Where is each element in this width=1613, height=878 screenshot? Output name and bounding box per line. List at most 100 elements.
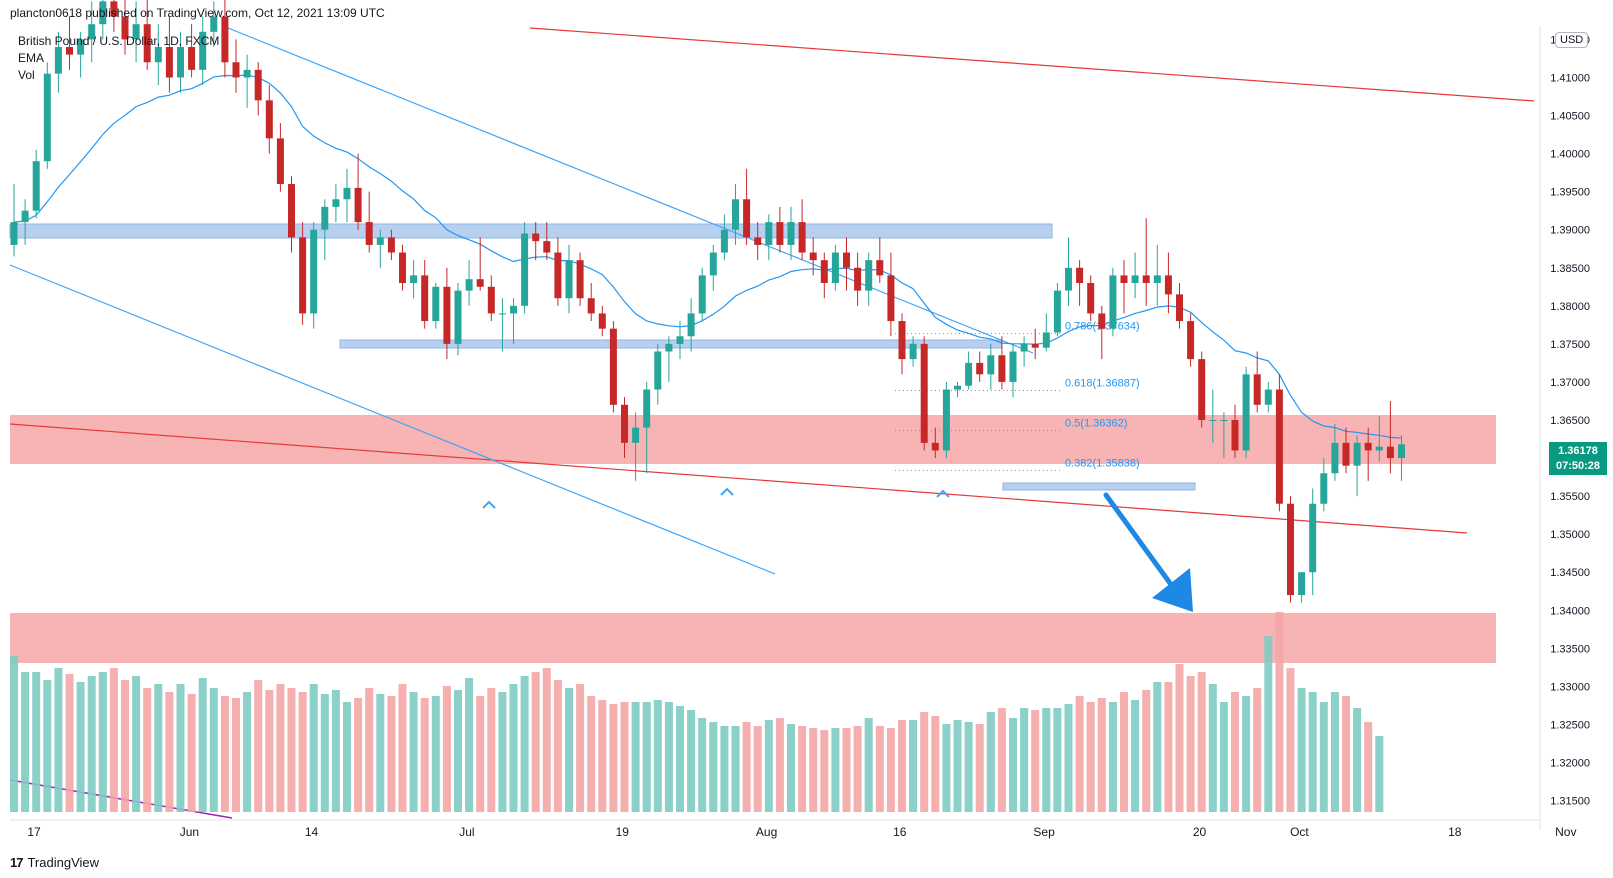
volume-bar [775, 718, 784, 812]
candle-body [532, 233, 540, 242]
candle-body [1164, 275, 1172, 295]
candle-body [931, 442, 939, 451]
candle-body [476, 279, 484, 287]
candle-body [720, 229, 728, 253]
candle-body [743, 199, 751, 238]
volume-bar [1219, 702, 1228, 812]
volume-bar [32, 672, 41, 812]
resistance-zone-upper [10, 415, 1496, 464]
candle-body [43, 73, 51, 162]
candle-body [754, 237, 762, 245]
volume-bar [886, 728, 895, 812]
candle-body [132, 24, 140, 40]
candle-body [410, 275, 418, 283]
candle-body [387, 237, 395, 253]
y-tick-label: 1.37500 [1550, 339, 1590, 351]
candle-body [1342, 442, 1350, 466]
publish-header: plancton0618 published on TradingView.co… [10, 6, 385, 20]
tradingview-logo-icon: 17 [10, 855, 24, 870]
candle-body [88, 24, 96, 40]
candle-body [77, 39, 85, 55]
candle-body [487, 286, 495, 314]
candle-body [343, 187, 351, 200]
candle-body [165, 47, 173, 78]
candle-body [1253, 374, 1261, 405]
volume-bar [642, 702, 651, 812]
volume-bar [1297, 688, 1306, 812]
volume-bar [809, 728, 818, 812]
volume-bar [1097, 698, 1106, 812]
candle-body [598, 313, 606, 329]
candle-body [621, 404, 628, 443]
candle-body [965, 362, 973, 386]
candle-body [831, 252, 839, 283]
volume-bar [487, 688, 496, 812]
volume-bar [476, 696, 485, 812]
volume-bar [1253, 688, 1262, 812]
volume-bar [909, 720, 918, 812]
volume-bar [1086, 702, 1095, 812]
volume-bar [620, 702, 629, 812]
candle-body [1187, 321, 1195, 360]
chevron-up-icon [720, 487, 734, 496]
volume-bar [1031, 710, 1040, 812]
volume-bar [243, 692, 252, 812]
candle-body [887, 275, 895, 322]
candle-body [1176, 294, 1183, 322]
volume-bar [842, 728, 851, 812]
volume-bar [920, 712, 929, 812]
footer-brand[interactable]: 17 TradingView [10, 855, 99, 870]
volume-bar [132, 676, 141, 812]
candle-body [1242, 374, 1250, 451]
candle-body [1109, 275, 1117, 329]
candle-body [54, 47, 62, 74]
price-axis[interactable]: 1.415001.410001.405001.400001.395001.390… [1550, 34, 1590, 807]
volume-bar [565, 688, 573, 812]
volume-bar [454, 690, 462, 812]
candle-body [110, 1, 118, 17]
volume-bar [365, 688, 374, 812]
candle-body [1287, 503, 1294, 596]
candle-body [254, 69, 262, 101]
support-band-top [9, 223, 1053, 239]
volume-bar [220, 696, 229, 812]
volume-bar [576, 684, 585, 812]
candle-body [365, 222, 373, 245]
volume-bar [54, 668, 63, 812]
candle-body [854, 267, 862, 291]
candle-body [942, 389, 950, 451]
volume-bar [1231, 692, 1239, 812]
volume-bar [1131, 700, 1140, 812]
volume-bar [1208, 684, 1217, 812]
volume-bar [698, 718, 707, 812]
legend-volume[interactable]: Vol [18, 68, 35, 82]
candle-body [554, 252, 562, 299]
candle-body [376, 237, 384, 245]
volume-bar [720, 726, 729, 812]
last-price-tag: 1.36178 07:50:28 [1549, 442, 1607, 475]
candle-body [510, 305, 517, 314]
volume-bar [165, 692, 174, 812]
candle-body [1298, 572, 1306, 596]
candle-body [21, 210, 29, 223]
y-tick-label: 1.40500 [1550, 111, 1590, 123]
x-tick-label: Nov [1555, 825, 1576, 839]
volume-bar [265, 690, 274, 812]
time-axis[interactable]: 17Jun14Jul19Aug16Sep20Oct18Nov15Dec [27, 825, 1613, 839]
candle-body [10, 222, 18, 245]
candle-body [1364, 442, 1372, 451]
candle-body [876, 260, 884, 276]
legend-ema[interactable]: EMA [18, 51, 45, 65]
candle-body [143, 24, 151, 63]
candle-body [843, 252, 850, 268]
legend-symbol[interactable]: British Pound / U.S. Dollar, 1D, FXCM [18, 34, 220, 48]
x-tick-label: 14 [305, 825, 319, 839]
volume-bar [731, 726, 740, 812]
volume-bar [1342, 696, 1350, 812]
volume-bar [1108, 702, 1117, 812]
candle-body [698, 275, 706, 314]
volume-bar [43, 680, 52, 812]
volume-bar [942, 724, 951, 812]
currency-button[interactable]: USD [1555, 32, 1589, 48]
